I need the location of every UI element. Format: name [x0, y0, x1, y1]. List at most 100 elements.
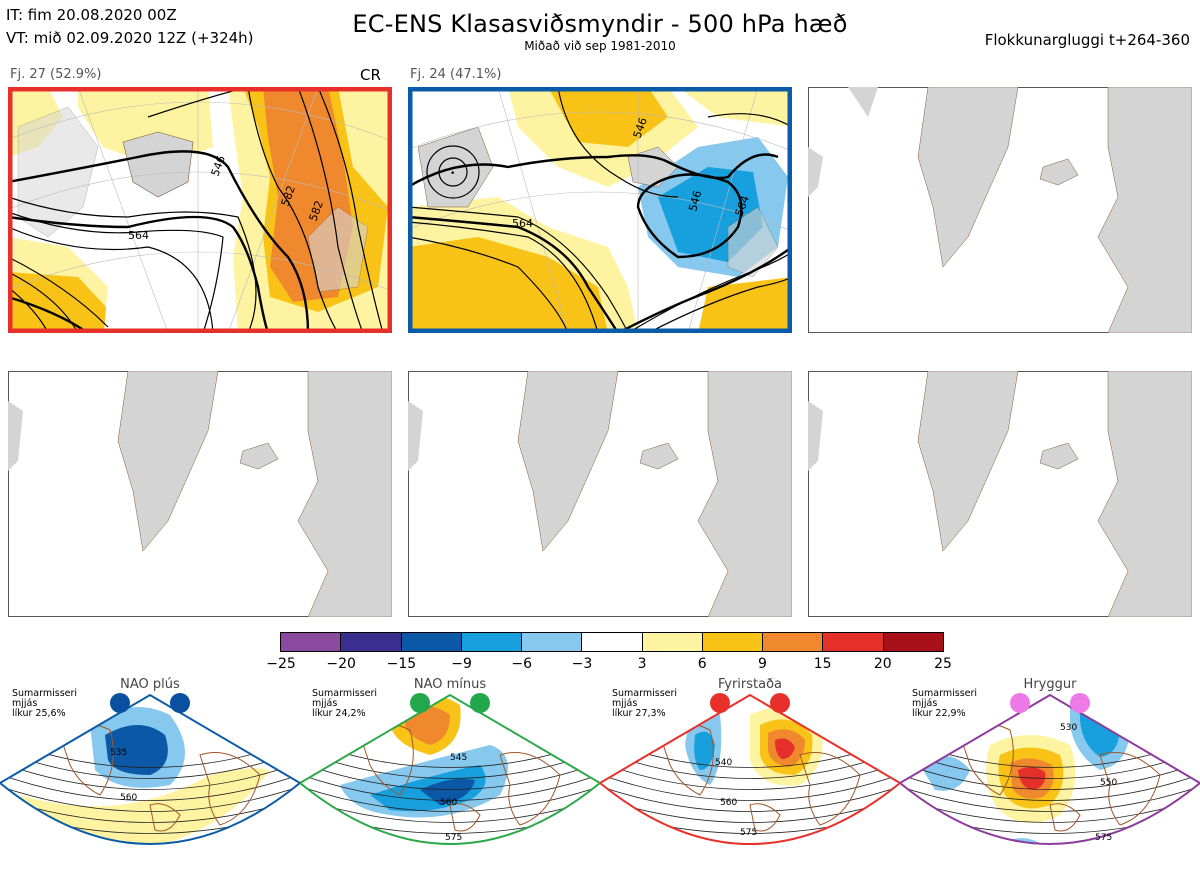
height-contour	[300, 770, 600, 801]
cluster-1-map[interactable]: 546 564 582 582	[8, 87, 392, 345]
regime-info: Sumarmisseri mjjás líkur 27,3%	[612, 689, 677, 719]
regime-contour-label: 560	[120, 793, 137, 803]
anomaly-area	[20, 768, 270, 844]
regime-frame	[600, 693, 900, 845]
valid-time: VT: mið 02.09.2020 12Z (+324h)	[6, 29, 254, 47]
regime-panel[interactable]: 530 550 575 Hryggur Sumarmisseri mjjás líkur 2…	[900, 675, 1200, 871]
colorbar-swatch	[883, 633, 943, 651]
anomaly-area	[775, 738, 795, 759]
regime-info-line: mjjás	[912, 698, 938, 709]
regime-panel[interactable]: 535 560 NAO plús Sumarmisseri mjjás líkur 25,…	[0, 675, 300, 871]
regime-contour-label: 575	[740, 828, 757, 838]
regime-dot	[410, 693, 430, 713]
regime-dot	[170, 693, 190, 713]
anomaly-area	[105, 725, 168, 775]
regime-info-line: líkur 25,6%	[12, 708, 66, 719]
colorbar-tick-label: −6	[511, 656, 533, 672]
cluster-2-frame	[408, 87, 792, 333]
colorbar-swatch	[702, 633, 764, 651]
empty-map-3	[808, 87, 1192, 345]
regime-info: Sumarmisseri mjjás líkur 22,9%	[912, 689, 977, 719]
anomaly-colorbar	[280, 632, 944, 652]
regime-info: Sumarmisseri mjjás líkur 24,2%	[312, 689, 377, 719]
cluster-2-contour-label: 564	[512, 217, 533, 230]
regime-contour-label: 575	[1095, 833, 1112, 843]
regime-panel[interactable]: 545 560 575 NAO mínus Sumarmisseri mjjás líkur…	[300, 675, 600, 871]
cluster-1-contour-label: 564	[128, 229, 149, 242]
regime-contour-label: 560	[440, 798, 457, 808]
empty-map-5	[408, 371, 792, 629]
regime-dot	[710, 693, 730, 713]
init-time: IT: fim 20.08.2020 00Z	[6, 6, 177, 24]
colorbar-tick-label: 3	[637, 656, 647, 672]
colorbar-swatch	[461, 633, 523, 651]
regime-info-line: Sumarmisseri	[12, 688, 78, 699]
anomaly-area	[420, 778, 475, 805]
cluster-1-frame	[8, 87, 392, 333]
empty-map-4	[8, 371, 392, 629]
regime-info-line: líkur 27,3%	[612, 708, 666, 719]
cluster-2-map[interactable]: • 546 564 546 564	[408, 87, 792, 345]
height-contour	[600, 758, 900, 790]
regime-frame	[900, 693, 1200, 845]
colorbar-swatch	[281, 633, 342, 651]
colorbar-tick-label: −25	[266, 656, 296, 672]
regime-info: Sumarmisseri mjjás líkur 25,6%	[12, 689, 77, 719]
colorbar-swatch	[823, 633, 884, 651]
classification-window: Flokkunargluggi t+264-360	[984, 31, 1190, 49]
colorbar-tick-label: −20	[326, 656, 356, 672]
page-title: EC-ENS Klasasviðsmyndir - 500 hPa hæð	[352, 10, 848, 38]
regime-dot	[470, 693, 490, 713]
colorbar-swatch	[522, 633, 583, 651]
colorbar-swatch	[341, 633, 402, 651]
colorbar-swatch	[401, 633, 462, 651]
regime-dot	[1070, 693, 1090, 713]
cluster-1-tag: CR	[360, 66, 381, 84]
regime-map: 530 550 575	[900, 693, 1200, 845]
height-contour	[0, 770, 300, 801]
regime-dot	[1010, 693, 1030, 713]
regime-contour-label: 545	[450, 753, 467, 763]
colorbar-swatch	[763, 633, 824, 651]
regime-map: 535 560	[0, 693, 300, 845]
height-contour	[900, 782, 1200, 812]
regime-contour-label: 560	[720, 798, 737, 808]
regime-info-line: Sumarmisseri	[312, 688, 378, 699]
colorbar-tick-label: 20	[873, 656, 892, 672]
height-contour	[0, 782, 300, 812]
regime-name: NAO plús	[120, 677, 180, 692]
anomaly-area	[694, 731, 715, 770]
regime-info-line: Sumarmisseri	[912, 688, 978, 699]
regime-dot	[770, 693, 790, 713]
colorbar-tick-label: 6	[697, 656, 707, 672]
regime-panel[interactable]: 540 560 575 Fyrirstaða Sumarmisseri mjjás líku…	[600, 675, 900, 871]
height-contour	[300, 782, 600, 812]
height-contour	[600, 770, 900, 801]
regime-name: Fyrirstaða	[717, 677, 783, 692]
regime-name: Hryggur	[1023, 677, 1077, 692]
height-contour	[900, 770, 1200, 801]
empty-map-6	[808, 371, 1192, 629]
regime-info-line: líkur 24,2%	[312, 708, 366, 719]
regime-frame	[0, 693, 300, 845]
colorbar-swatch	[582, 633, 643, 651]
regime-dot	[110, 693, 130, 713]
colorbar-tick-label: 15	[813, 656, 832, 672]
regime-map: 545 560 575	[300, 693, 600, 845]
regime-contour-label: 550	[1100, 778, 1117, 788]
page-subtitle: Miðað við sep 1981-2010	[524, 39, 676, 53]
cluster-2-contour-label: 546	[686, 189, 704, 213]
regime-frame	[300, 693, 600, 845]
colorbar-swatch	[642, 633, 703, 651]
regime-info-line: mjjás	[612, 698, 638, 709]
height-contour	[900, 758, 1200, 790]
colorbar-tick-label: 25	[934, 656, 952, 672]
regime-map: 540 560 575	[600, 693, 900, 845]
cluster-1-label: Fj. 27 (52.9%)	[10, 67, 102, 82]
height-contour	[300, 758, 600, 790]
regime-contour-label: 540	[715, 758, 732, 768]
regime-contour-label: 535	[110, 748, 127, 758]
height-contour	[0, 758, 300, 790]
regime-contour-label: 530	[1060, 723, 1077, 733]
regime-info-line: mjjás	[12, 698, 38, 709]
